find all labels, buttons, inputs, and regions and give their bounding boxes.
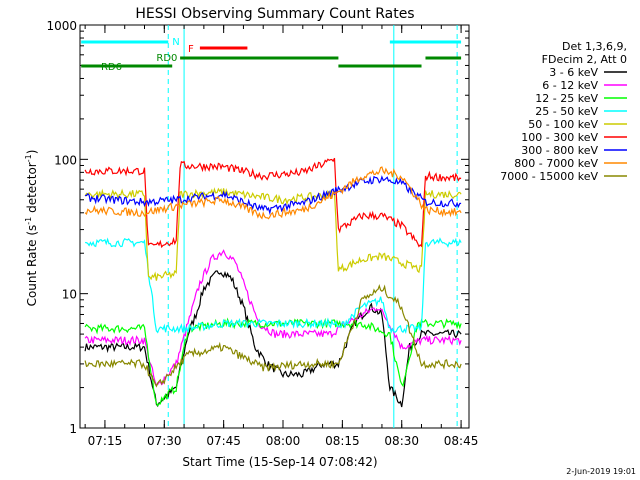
series-line-8 xyxy=(84,284,462,388)
series-line-4 xyxy=(84,187,462,281)
y-tick-label: 1000 xyxy=(46,19,77,33)
y-axis-label-sup2: -1 xyxy=(24,154,33,162)
legend-label-7: 800 - 7000 keV xyxy=(514,157,598,170)
series-line-7 xyxy=(84,166,462,220)
y-axis-label-sup1: -1 xyxy=(24,217,33,225)
y-tick-label: 1 xyxy=(69,422,77,436)
x-tick-label: 08:30 xyxy=(384,434,419,448)
x-tick-label: 08:45 xyxy=(444,434,479,448)
y-axis-label-mid: detector xyxy=(25,162,39,217)
legend-header-2: FDecim 2, Att 0 xyxy=(542,53,627,66)
x-tick-label: 07:45 xyxy=(206,434,241,448)
series-line-0 xyxy=(84,270,462,408)
y-tick-label: 100 xyxy=(54,153,77,167)
x-tick-label: 07:15 xyxy=(88,434,123,448)
flag-label-rd6: RD6 xyxy=(101,62,122,73)
y-axis-label: Count Rate (s-1 detector-1) xyxy=(24,150,39,307)
legend-label-2: 12 - 25 keV xyxy=(535,92,598,105)
x-tick-label: 08:00 xyxy=(266,434,301,448)
y-axis-label-suffix: ) xyxy=(25,150,39,155)
y-axis-label-prefix: Count Rate (s xyxy=(25,225,39,307)
flag-label-f: F xyxy=(188,44,194,55)
y-tick-label: 10 xyxy=(62,288,77,302)
plot-frame xyxy=(79,24,470,429)
flag-label-rd0: RD0 xyxy=(156,53,177,64)
series-line-6 xyxy=(85,175,462,216)
legend-label-3: 25 - 50 keV xyxy=(535,105,598,118)
legend-label-4: 50 - 100 keV xyxy=(528,118,598,131)
date-stamp: 2-Jun-2019 19:01 xyxy=(566,467,636,476)
x-tick-label: 08:15 xyxy=(325,434,360,448)
x-tick-label: 07:30 xyxy=(147,434,182,448)
legend-label-1: 6 - 12 keV xyxy=(542,79,598,92)
chart-title: HESSI Observing Summary Count Rates xyxy=(135,6,414,22)
legend-label-0: 3 - 6 keV xyxy=(549,66,598,79)
x-axis-label: Start Time (15-Sep-14 07:08:42) xyxy=(182,455,377,469)
plot-area: 1 10 100 1000 07:15 07:30 07:45 08:00 08:15 08:30… xyxy=(46,19,478,448)
legend-label-5: 100 - 300 keV xyxy=(521,131,598,144)
flag-label-n: N xyxy=(172,37,179,48)
legend-label-6: 300 - 800 keV xyxy=(521,144,598,157)
legend-label-8: 7000 - 15000 keV xyxy=(500,170,598,183)
legend: Det 1,3,6,9, FDecim 2, Att 0 3 - 6 keV6 … xyxy=(500,40,627,183)
series-line-5 xyxy=(84,157,462,249)
series-line-2 xyxy=(84,317,462,407)
legend-header-1: Det 1,3,6,9, xyxy=(562,40,627,53)
